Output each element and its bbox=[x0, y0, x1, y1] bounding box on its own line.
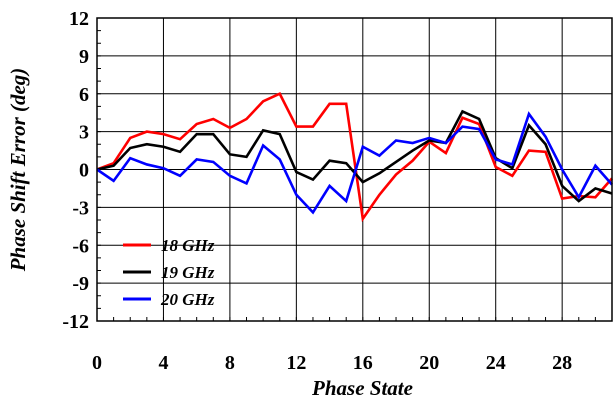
y-tick-label: 9 bbox=[79, 46, 89, 68]
x-axis-title: Phase State bbox=[311, 376, 413, 400]
x-tick-label: 16 bbox=[353, 352, 373, 374]
y-tick-label: 12 bbox=[69, 8, 89, 30]
legend-item: 18 GHz bbox=[123, 236, 215, 255]
y-tick-label: -3 bbox=[72, 197, 89, 219]
x-tick-label: 8 bbox=[225, 352, 235, 374]
legend-label: 19 GHz bbox=[161, 263, 215, 282]
legend-label: 20 GHz bbox=[160, 290, 215, 309]
legend-label: 18 GHz bbox=[161, 236, 215, 255]
series-line-20-ghz bbox=[96, 111, 613, 215]
x-tick-label: 20 bbox=[419, 352, 439, 374]
x-tick-label: 12 bbox=[286, 352, 306, 374]
y-tick-label: -9 bbox=[72, 273, 89, 295]
y-tick-label: 0 bbox=[79, 160, 89, 182]
x-tick-labels: 0 4 8 12 16 20 24 28 bbox=[92, 352, 572, 374]
legend-item: 20 GHz bbox=[123, 290, 215, 309]
series-layer bbox=[96, 92, 613, 223]
x-tick-label: 4 bbox=[158, 352, 168, 374]
y-tick-labels: 12 9 6 3 0 -3 -6 -9 -12 bbox=[62, 8, 89, 333]
y-tick-label: 6 bbox=[79, 84, 89, 106]
x-tick-label: 24 bbox=[486, 352, 506, 374]
y-tick-label: 3 bbox=[79, 122, 89, 144]
y-tick-label: -6 bbox=[72, 235, 89, 257]
x-tick-label: 28 bbox=[552, 352, 572, 374]
y-tick-label: -12 bbox=[62, 311, 89, 333]
plot-frame bbox=[96, 17, 613, 322]
legend: 18 GHz 19 GHz 20 GHz bbox=[123, 236, 215, 309]
y-axis-title: Phase Shift Error (deg) bbox=[6, 68, 30, 273]
legend-item: 19 GHz bbox=[123, 263, 215, 282]
x-tick-label: 0 bbox=[92, 352, 102, 374]
series-line-18-ghz bbox=[96, 92, 613, 223]
